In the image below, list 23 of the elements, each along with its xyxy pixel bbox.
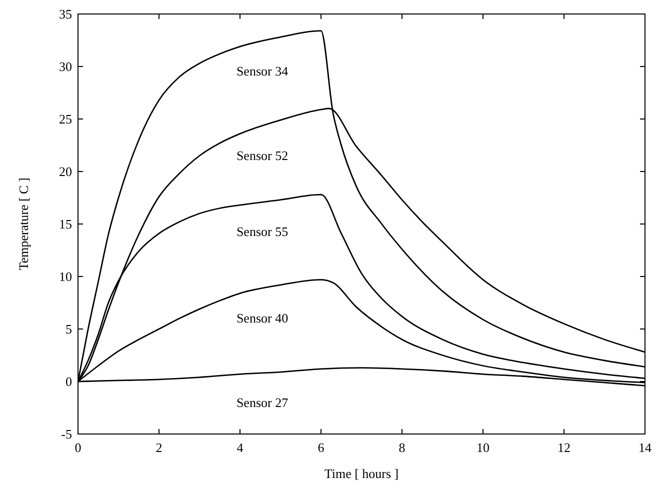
- y-tick-label: 25: [59, 112, 72, 126]
- y-tick-label: 0: [66, 374, 72, 389]
- x-axis-title: Time [ hours ]: [324, 466, 399, 481]
- x-tick-label: 4: [236, 440, 244, 455]
- y-tick-label: -5: [61, 426, 72, 442]
- series-label: Sensor 40: [236, 310, 288, 326]
- series-label: Sensor 27: [236, 394, 289, 410]
- series-label: Sensor 52: [236, 148, 288, 164]
- series-label: Sensor 34: [236, 63, 289, 78]
- x-tick-label: 6: [318, 440, 325, 455]
- y-tick-label: 15: [59, 216, 72, 232]
- y-axis-title: Temperature [ C ]: [16, 178, 31, 270]
- y-tick-label: 5: [66, 322, 72, 336]
- x-tick-label: 14: [638, 440, 652, 455]
- x-tick-label: 10: [476, 440, 490, 455]
- x-tick-label: 8: [398, 440, 406, 455]
- y-tick-label: 35: [59, 6, 72, 22]
- y-tick-label: 20: [59, 164, 72, 179]
- y-tick-label: 10: [59, 269, 72, 284]
- y-tick-label: 30: [59, 59, 72, 74]
- x-tick-label: 12: [558, 440, 570, 455]
- x-tick-label: 2: [156, 440, 162, 455]
- series-label: Sensor 55: [236, 224, 288, 240]
